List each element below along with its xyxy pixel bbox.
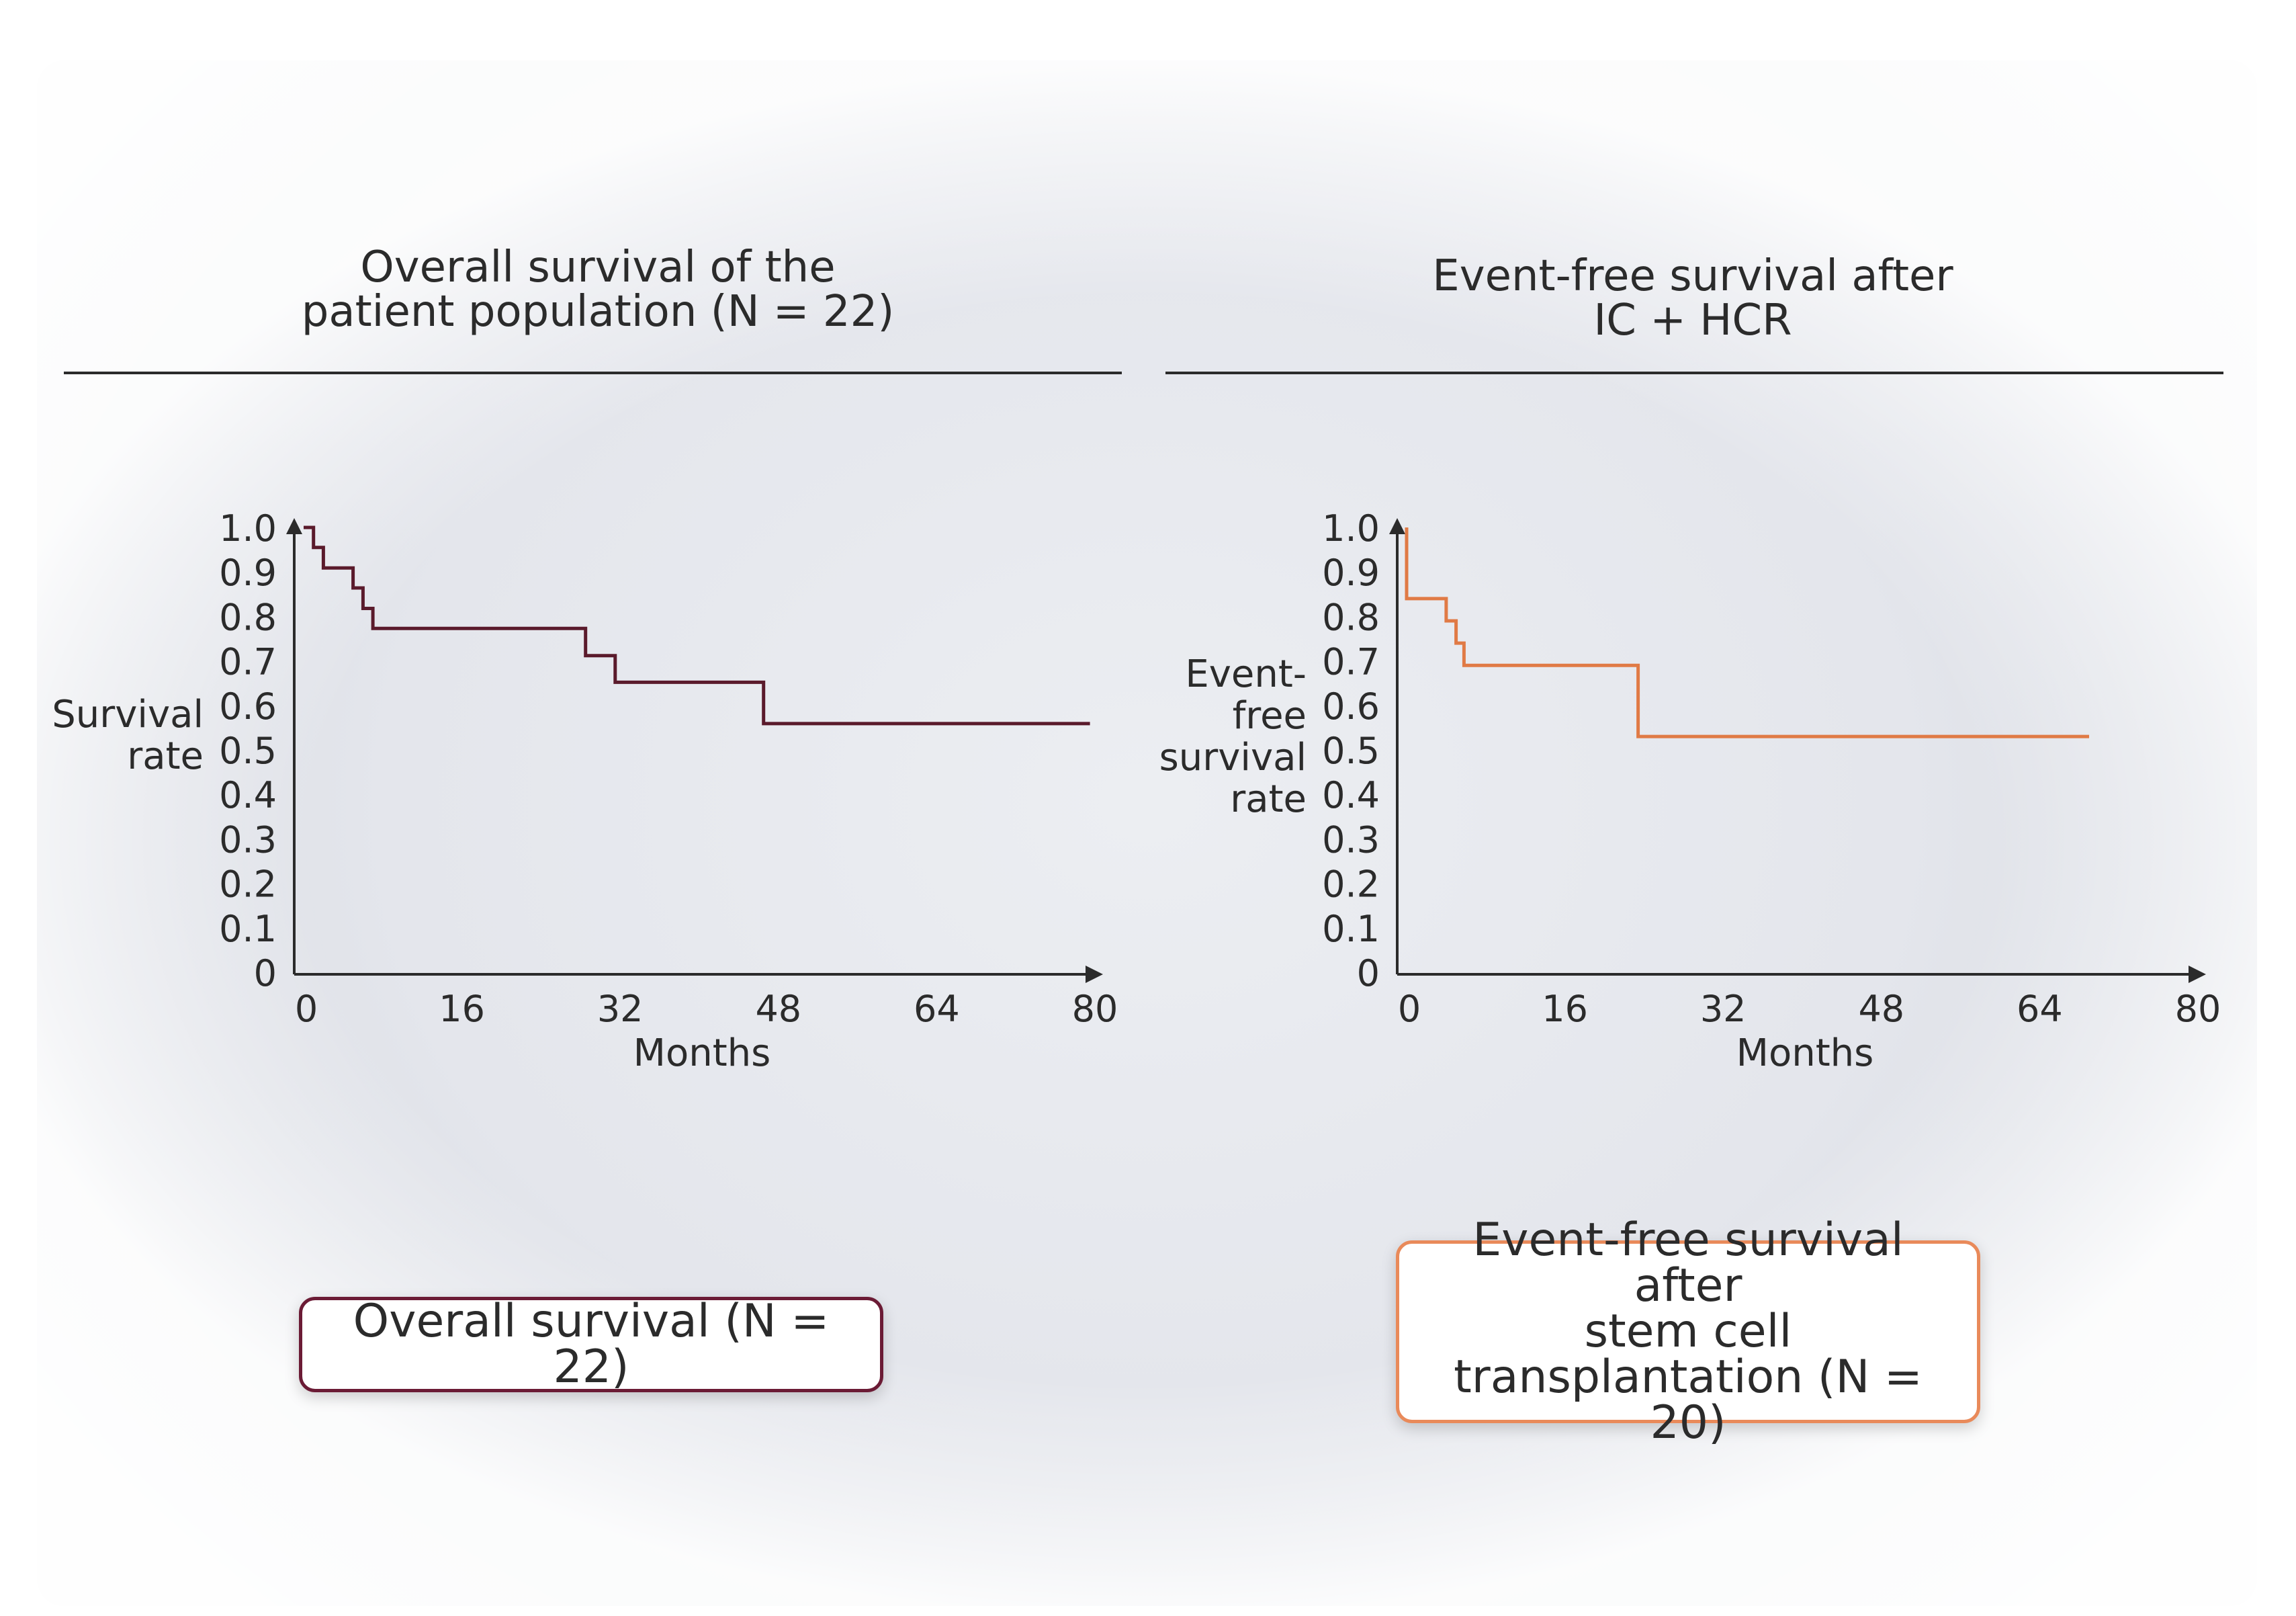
left-x-tick-label: 64 — [914, 988, 960, 1030]
left-y-tick-label: 0.5 — [219, 730, 277, 772]
left-y-axis-arrow — [286, 518, 302, 534]
left-title-rule — [64, 372, 1122, 374]
left-x-tick-label: 32 — [597, 988, 644, 1030]
right-y-tick-label: 0.5 — [1322, 730, 1380, 772]
left-y-tick-label: 0.6 — [219, 685, 277, 728]
right-x-tick-label: 32 — [1700, 988, 1747, 1030]
right-survival-curve — [1405, 527, 2089, 738]
left-y-tick-label: 1.0 — [219, 507, 277, 550]
left-x-tick-label: 16 — [439, 988, 485, 1030]
right-x-axis-label: Months — [1736, 1031, 1874, 1075]
left-chart: 00.10.20.30.40.50.60.70.80.91.00 16 32 48 64… — [52, 507, 1118, 1075]
left-x-axis-label: Months — [633, 1031, 771, 1075]
right-y-tick-label: 0.7 — [1322, 641, 1380, 683]
left-survival-curve — [304, 525, 1090, 726]
right-y-tick-label: 0.1 — [1322, 908, 1380, 950]
right-chart: 00.10.20.30.40.50.60.70.80.91.00 16 32 48 64… — [1159, 507, 2221, 1075]
right-y-tick-label: 0.6 — [1322, 685, 1380, 728]
right-x-tick-label: 64 — [2017, 988, 2063, 1030]
right-x-tick-label: 48 — [1858, 988, 1904, 1030]
right-y-tick-label: 0 — [1357, 952, 1380, 994]
left-y-axis-label: Survival rate — [52, 693, 204, 778]
right-y-axis-arrow — [1389, 518, 1405, 534]
left-y-tick-label: 0.1 — [219, 908, 277, 950]
left-y-tick-label: 0.7 — [219, 641, 277, 683]
right-y-tick-label: 0.3 — [1322, 818, 1380, 861]
right-y-axis-label: Event-free survival rate — [1159, 652, 1307, 821]
left-x-tick-label: 80 — [1072, 988, 1118, 1030]
left-x-tick-label: 0 — [295, 988, 318, 1030]
left-y-tick-label: 0.2 — [219, 863, 277, 906]
right-x-tick-label: 0 — [1398, 988, 1421, 1030]
right-y-tick-label: 0.9 — [1322, 552, 1380, 594]
left-y-tick-label: 0.8 — [219, 596, 277, 638]
left-chart-title: Overall survival of the patient populati… — [301, 243, 895, 337]
left-y-tick-label: 0.4 — [219, 774, 277, 816]
right-y-tick-label: 1.0 — [1322, 507, 1380, 550]
right-title-rule — [1165, 372, 2223, 374]
left-x-axis-arrow — [1086, 966, 1103, 983]
left-y-tick-label: 0.9 — [219, 552, 277, 594]
right-y-tick-label: 0.8 — [1322, 596, 1380, 638]
left-y-tick-label: 0.3 — [219, 818, 277, 861]
right-y-tick-label: 0.4 — [1322, 774, 1380, 816]
legend-overall-survival: Overall survival (N = 22) — [299, 1297, 883, 1392]
right-chart-title: Event-free survival after IC + HCR — [1432, 251, 1953, 345]
legend-event-free-survival: Event-free survival after stem cell tran… — [1396, 1218, 1980, 1446]
right-x-tick-label: 80 — [2175, 988, 2221, 1030]
left-y-tick-label: 0 — [254, 952, 277, 994]
right-y-tick-label: 0.2 — [1322, 863, 1380, 906]
left-x-tick-label: 48 — [755, 988, 801, 1030]
right-x-axis-arrow — [2189, 966, 2206, 983]
right-x-tick-label: 16 — [1542, 988, 1588, 1030]
